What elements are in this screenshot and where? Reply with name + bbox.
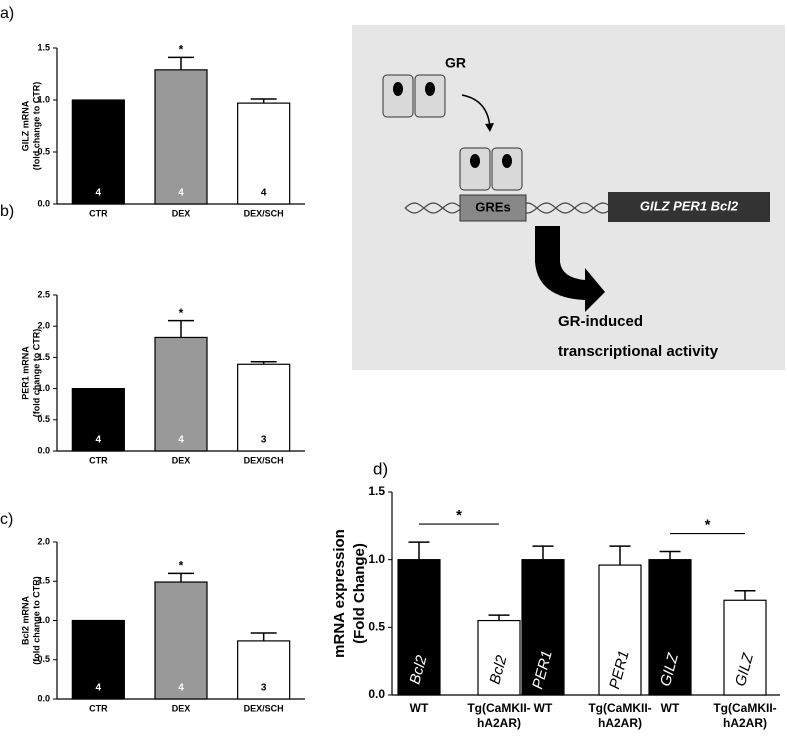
y-tick-label: 0.5 <box>37 146 50 156</box>
diagram: GR GREs GILZ PER1 Bcl2 GR-induced transc… <box>352 25 785 370</box>
y-axis-label: Bcl2 mRNA <box>20 595 30 645</box>
x-tick-label: CTR <box>89 703 108 713</box>
bar <box>723 599 767 696</box>
significance-label: * <box>179 559 184 573</box>
x-tick-label: DEX/SCH <box>244 703 284 713</box>
y-axis-label: (fold change to CTR) <box>31 329 41 418</box>
arrowhead <box>485 123 494 132</box>
significance-label: * <box>179 43 184 57</box>
y-tick-label: 0.5 <box>37 414 50 424</box>
n-label: 4 <box>96 435 102 446</box>
caption-line: GR-induced <box>558 313 643 330</box>
bar <box>598 564 642 696</box>
bar <box>154 581 208 700</box>
n-label: 4 <box>96 188 102 199</box>
n-label: 3 <box>261 683 267 694</box>
y-tick-label: 1.5 <box>37 42 50 52</box>
bar <box>477 619 521 696</box>
x-tick-label: hA2AR) <box>598 716 642 730</box>
n-label: 4 <box>178 188 184 199</box>
bar <box>71 99 125 205</box>
n-label: 4 <box>178 683 184 694</box>
panel-label: c) <box>0 511 13 528</box>
y-tick-label: 0.5 <box>37 654 50 664</box>
bar <box>397 559 441 696</box>
y-tick-label: 1.0 <box>37 615 50 625</box>
x-tick-label: Tg(CaMKII- <box>713 701 776 715</box>
significance-label: * <box>456 507 462 524</box>
y-tick-label: 1.0 <box>368 552 385 566</box>
caption-line: transcriptional activity <box>558 343 719 360</box>
bar <box>154 69 208 205</box>
big-arrow <box>535 226 605 312</box>
receptor-dot <box>470 154 480 168</box>
y-tick-label: 2.0 <box>37 321 50 331</box>
bar <box>237 102 291 205</box>
n-label: 4 <box>261 188 267 199</box>
y-axis-label: mRNA expression <box>331 529 348 658</box>
significance-label: * <box>705 517 711 534</box>
x-tick-label: hA2AR) <box>723 716 767 730</box>
x-tick-label: CTR <box>89 208 108 218</box>
y-tick-label: 2.5 <box>37 289 50 299</box>
y-axis-label: (fold change to CTR) <box>31 82 41 171</box>
x-tick-label: Tg(CaMKII- <box>588 701 651 715</box>
bar <box>521 559 565 696</box>
x-tick-label: CTR <box>89 455 108 465</box>
n-label: 4 <box>178 435 184 446</box>
y-tick-label: 2.0 <box>37 536 50 546</box>
receptor-dot <box>393 82 403 96</box>
x-tick-label: WT <box>534 701 553 715</box>
y-tick-label: 0.0 <box>368 687 385 701</box>
y-tick-label: 1.5 <box>368 484 385 498</box>
gre-label: GREs <box>475 199 510 214</box>
y-axis-label: (fold change to CTR) <box>31 576 41 665</box>
x-tick-label: DEX/SCH <box>244 208 284 218</box>
y-tick-label: 1.5 <box>37 576 50 586</box>
receptor-dot <box>502 154 512 168</box>
bar <box>237 363 291 452</box>
bar <box>71 619 125 700</box>
x-tick-label: DEX <box>172 208 191 218</box>
gre-box <box>459 194 527 222</box>
receptor-box <box>491 147 523 191</box>
panel-label: a) <box>0 5 14 22</box>
bar <box>648 559 692 696</box>
y-tick-label: 1.5 <box>37 352 50 362</box>
x-tick-label: DEX <box>172 455 191 465</box>
y-axis-label: PER1 mRNA <box>20 346 30 400</box>
receptor-label: GR <box>445 55 466 71</box>
y-tick-label: 0.0 <box>37 693 50 703</box>
panel-label: b) <box>0 203 14 220</box>
x-tick-label: DEX/SCH <box>244 455 284 465</box>
gene-box <box>608 192 770 222</box>
significance-label: * <box>179 306 184 320</box>
receptor-dot <box>425 82 435 96</box>
receptor-box <box>459 147 491 191</box>
n-label: 3 <box>261 435 267 446</box>
y-tick-label: 1.0 <box>37 94 50 104</box>
x-tick-label: WT <box>410 701 429 715</box>
y-axis-label: GILZ mRNA <box>20 100 30 151</box>
bar <box>154 336 208 452</box>
y-tick-label: 0.0 <box>37 198 50 208</box>
y-tick-label: 0.0 <box>37 445 50 455</box>
y-tick-label: 0.5 <box>368 620 385 634</box>
x-tick-label: Tg(CaMKII- <box>467 701 530 715</box>
x-tick-label: hA2AR) <box>477 716 521 730</box>
panel-label: d) <box>373 459 388 478</box>
x-tick-label: WT <box>661 701 680 715</box>
y-tick-label: 1.0 <box>37 383 50 393</box>
y-axis-label: (Fold Change) <box>351 543 368 644</box>
gene-label: GILZ PER1 Bcl2 <box>640 198 739 213</box>
x-tick-label: DEX <box>172 703 191 713</box>
bar <box>237 640 291 700</box>
n-label: 4 <box>96 683 102 694</box>
bar <box>71 388 125 452</box>
